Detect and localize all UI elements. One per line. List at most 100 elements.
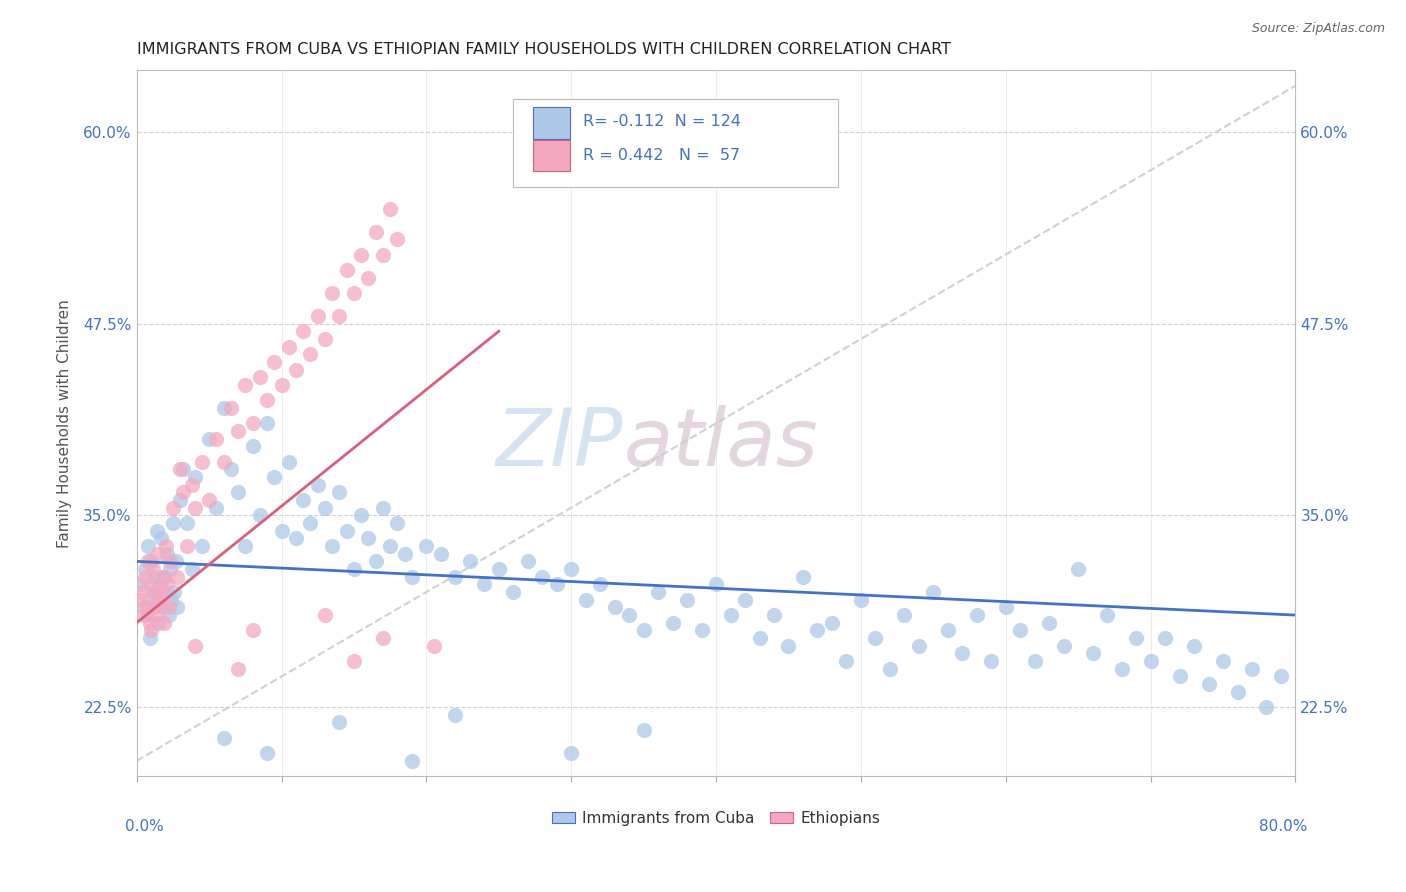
Point [1010, 624, 1032, 638]
Point [690, 624, 713, 638]
Point [893, 608, 915, 623]
FancyBboxPatch shape [513, 99, 838, 187]
Point [415, 539, 437, 553]
Point [263, 470, 285, 484]
Text: atlas: atlas [623, 406, 818, 483]
Point [142, 585, 165, 599]
Text: IMMIGRANTS FROM CUBA VS ETHIOPIAN FAMILY HOUSEHOLDS WITH CHILDREN CORRELATION CH: IMMIGRANTS FROM CUBA VS ETHIOPIAN FAMILY… [136, 42, 950, 57]
Point [865, 631, 887, 645]
Point [191, 455, 214, 469]
Point [183, 470, 205, 484]
Point [149, 585, 172, 599]
Point [1095, 608, 1118, 623]
Point [922, 585, 945, 599]
Point [219, 401, 242, 415]
Point [139, 577, 162, 591]
Point [134, 570, 156, 584]
Point [1168, 669, 1191, 683]
Point [936, 624, 959, 638]
Point [1111, 662, 1133, 676]
Point [633, 723, 655, 738]
Point [292, 324, 315, 338]
Point [488, 562, 510, 576]
Bar [533, 107, 569, 139]
Point [183, 500, 205, 515]
Point [980, 654, 1002, 668]
Point [1038, 615, 1060, 630]
Point [277, 340, 299, 354]
Point [242, 439, 264, 453]
Point [129, 592, 152, 607]
Point [149, 577, 172, 591]
Point [138, 631, 160, 645]
Point [249, 508, 271, 523]
Point [176, 539, 198, 553]
Point [343, 562, 366, 576]
Point [314, 500, 336, 515]
Text: 0.0%: 0.0% [125, 819, 165, 833]
Point [157, 600, 180, 615]
Point [157, 608, 180, 623]
Point [1125, 631, 1147, 645]
Point [617, 608, 640, 623]
Point [821, 615, 844, 630]
Point [233, 378, 256, 392]
Point [748, 631, 770, 645]
Point [1053, 639, 1076, 653]
Point [328, 715, 350, 730]
Point [704, 577, 727, 591]
Point [1226, 685, 1249, 699]
Point [226, 662, 249, 676]
Point [350, 508, 373, 523]
Point [277, 455, 299, 469]
Point [314, 608, 336, 623]
Point [1182, 639, 1205, 653]
Point [183, 639, 205, 653]
Point [458, 554, 481, 568]
Point [821, 777, 844, 791]
Point [472, 577, 495, 591]
Point [226, 424, 249, 438]
Point [270, 378, 292, 392]
Point [336, 263, 359, 277]
Point [1024, 654, 1046, 668]
Point [162, 516, 184, 530]
Bar [533, 139, 569, 171]
Point [135, 608, 157, 623]
Point [387, 232, 409, 246]
Point [1081, 647, 1104, 661]
Point [150, 532, 173, 546]
Point [159, 554, 181, 568]
Point [444, 707, 467, 722]
Point [1139, 654, 1161, 668]
Point [153, 570, 176, 584]
Point [328, 309, 350, 323]
Point [131, 585, 153, 599]
Y-axis label: Family Households with Children: Family Households with Children [58, 299, 72, 548]
Text: R= -0.112  N = 124: R= -0.112 N = 124 [583, 114, 741, 129]
Point [146, 524, 169, 538]
Point [226, 485, 249, 500]
Point [148, 547, 170, 561]
Point [156, 577, 179, 591]
Point [560, 746, 582, 760]
Point [676, 592, 699, 607]
Point [198, 493, 221, 508]
Point [778, 639, 800, 653]
Point [734, 592, 756, 607]
Point [172, 462, 194, 476]
Point [166, 570, 188, 584]
Point [152, 600, 174, 615]
Point [430, 547, 453, 561]
Point [145, 585, 167, 599]
Point [256, 393, 278, 408]
Point [299, 516, 322, 530]
Point [150, 592, 173, 607]
Point [350, 247, 373, 261]
Point [531, 570, 554, 584]
Point [908, 639, 931, 653]
Point [328, 485, 350, 500]
Point [321, 539, 343, 553]
Point [159, 562, 181, 576]
Point [357, 270, 380, 285]
